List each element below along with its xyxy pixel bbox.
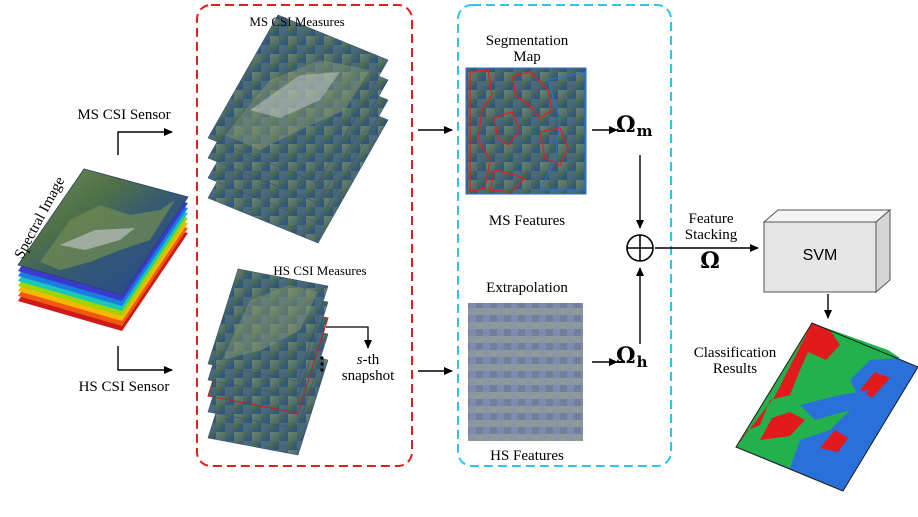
ms-sensor-label: MS CSI Sensor	[77, 107, 171, 123]
hs-measures-stack	[207, 268, 329, 456]
omega-m-subscript: m	[636, 122, 653, 140]
extrapolation-image	[468, 303, 583, 441]
hs-features-label: HS Features	[490, 448, 564, 464]
omega-h-symbol: Ω	[616, 343, 636, 369]
snapshot-word: snapshot	[341, 368, 395, 384]
ms-measures-stack	[207, 14, 389, 244]
feature-stacking-label: Feature Stacking	[668, 211, 754, 243]
omega-m-label: Ωm	[616, 114, 668, 140]
snapshot-label: s-th snapshot	[330, 352, 406, 384]
omega-h-subscript: h	[636, 353, 648, 371]
ms-sensor-arrow	[117, 128, 173, 155]
ms-measures-title: MS CSI Measures	[249, 14, 345, 29]
stacking-line2: Stacking	[684, 227, 738, 243]
snapshot-arrow	[326, 326, 372, 349]
segmentation-line1: Segmentation	[485, 33, 569, 49]
hs-measures-title: HS CSI Measures	[273, 263, 367, 278]
svm-box	[762, 208, 892, 294]
result-line1: Classification	[693, 345, 777, 361]
snapshot-index: s	[356, 352, 363, 368]
omega-h-label: Ωh	[616, 345, 668, 371]
stacking-line1: Feature	[688, 211, 734, 227]
extrapolation-label: Extrapolation	[486, 280, 568, 296]
snapshot-suffix: -th	[362, 352, 380, 368]
omega-label: Ω	[700, 248, 720, 274]
result-line2: Results	[712, 361, 758, 377]
feature-extraction-box	[457, 4, 672, 467]
segmentation-line2: Map	[513, 49, 541, 65]
hs-sensor-label: HS CSI Sensor	[78, 379, 170, 395]
omega-m-symbol: Ω	[616, 112, 636, 138]
svm-label: SVM	[802, 247, 838, 264]
spectral-cube	[17, 168, 189, 331]
segmentation-map	[465, 67, 587, 195]
ms-features-label: MS Features	[488, 213, 566, 229]
ms-hs-measures-box	[196, 4, 413, 467]
classification-results-label: Classification Results	[676, 345, 794, 377]
segmentation-map-title: Segmentation Map	[463, 33, 591, 65]
classification-map	[735, 322, 918, 492]
oplus-symbol	[626, 234, 654, 262]
hs-sensor-arrow	[117, 346, 173, 374]
